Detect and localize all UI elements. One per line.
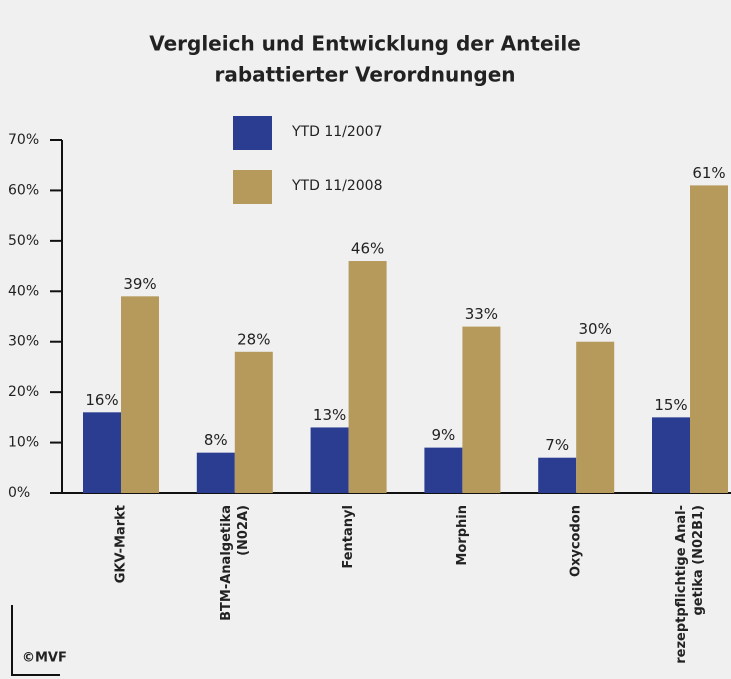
x-tick-label: GKV-Markt — [114, 505, 129, 583]
value-label: 8% — [204, 431, 228, 449]
legend-swatch — [233, 116, 272, 150]
bar — [462, 326, 501, 493]
value-label: 9% — [432, 426, 456, 444]
bar — [234, 351, 273, 493]
x-tick-label: BTM-Analgetika — [219, 505, 234, 621]
bar — [196, 452, 235, 493]
y-tick-label: 70% — [8, 132, 39, 148]
value-label: 15% — [654, 396, 687, 414]
value-label: 33% — [465, 305, 498, 323]
value-label: 39% — [123, 275, 156, 293]
bar — [121, 296, 159, 493]
y-tick-label: 20% — [8, 384, 39, 400]
bar — [310, 427, 349, 493]
y-tick-label: 10% — [8, 435, 39, 451]
x-tick-label: Morphin — [455, 505, 470, 566]
y-tick-label: 40% — [8, 283, 39, 299]
x-tick-label: Oxycodon — [569, 505, 584, 577]
bar — [348, 261, 387, 493]
bar — [83, 412, 121, 493]
x-tick-label: Fentanyl — [341, 505, 356, 569]
bar — [576, 341, 615, 493]
value-label: 7% — [545, 436, 569, 454]
bar — [538, 457, 577, 493]
x-tick-label: getika (N02B1) — [691, 505, 706, 616]
chart-title: rabattierter Verordnungen — [214, 63, 515, 87]
bar — [424, 447, 463, 493]
corner-mark — [11, 605, 60, 676]
value-label: 46% — [351, 240, 384, 258]
bar — [690, 185, 728, 493]
bar — [652, 417, 690, 493]
legend-label: YTD 11/2008 — [291, 178, 383, 194]
y-tick-label: 0% — [8, 485, 30, 501]
value-label: 30% — [579, 320, 612, 338]
y-tick-label: 30% — [8, 334, 39, 350]
chart-title: Vergleich und Entwicklung der Anteile — [149, 32, 581, 56]
value-label: 16% — [85, 391, 118, 409]
y-tick-label: 60% — [8, 182, 39, 198]
legend-label: YTD 11/2007 — [291, 124, 383, 140]
x-tick-label: (N02A) — [236, 505, 251, 556]
copyright: ©MVF — [22, 651, 67, 666]
value-label: 13% — [313, 406, 346, 424]
y-tick-label: 50% — [8, 233, 39, 249]
legend-swatch — [233, 170, 272, 204]
x-tick-label: rezeptpflichtige Anal- — [674, 505, 689, 664]
value-label: 28% — [237, 330, 270, 348]
value-label: 61% — [692, 164, 725, 182]
